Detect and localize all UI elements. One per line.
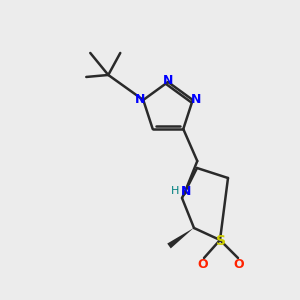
Polygon shape xyxy=(167,228,194,248)
Text: S: S xyxy=(216,234,226,248)
Polygon shape xyxy=(182,190,188,198)
Text: H: H xyxy=(171,186,179,196)
Text: N: N xyxy=(181,184,191,197)
Text: O: O xyxy=(198,259,208,272)
Text: N: N xyxy=(190,94,201,106)
Text: N: N xyxy=(135,94,146,106)
Text: O: O xyxy=(234,259,244,272)
Text: N: N xyxy=(163,74,173,88)
